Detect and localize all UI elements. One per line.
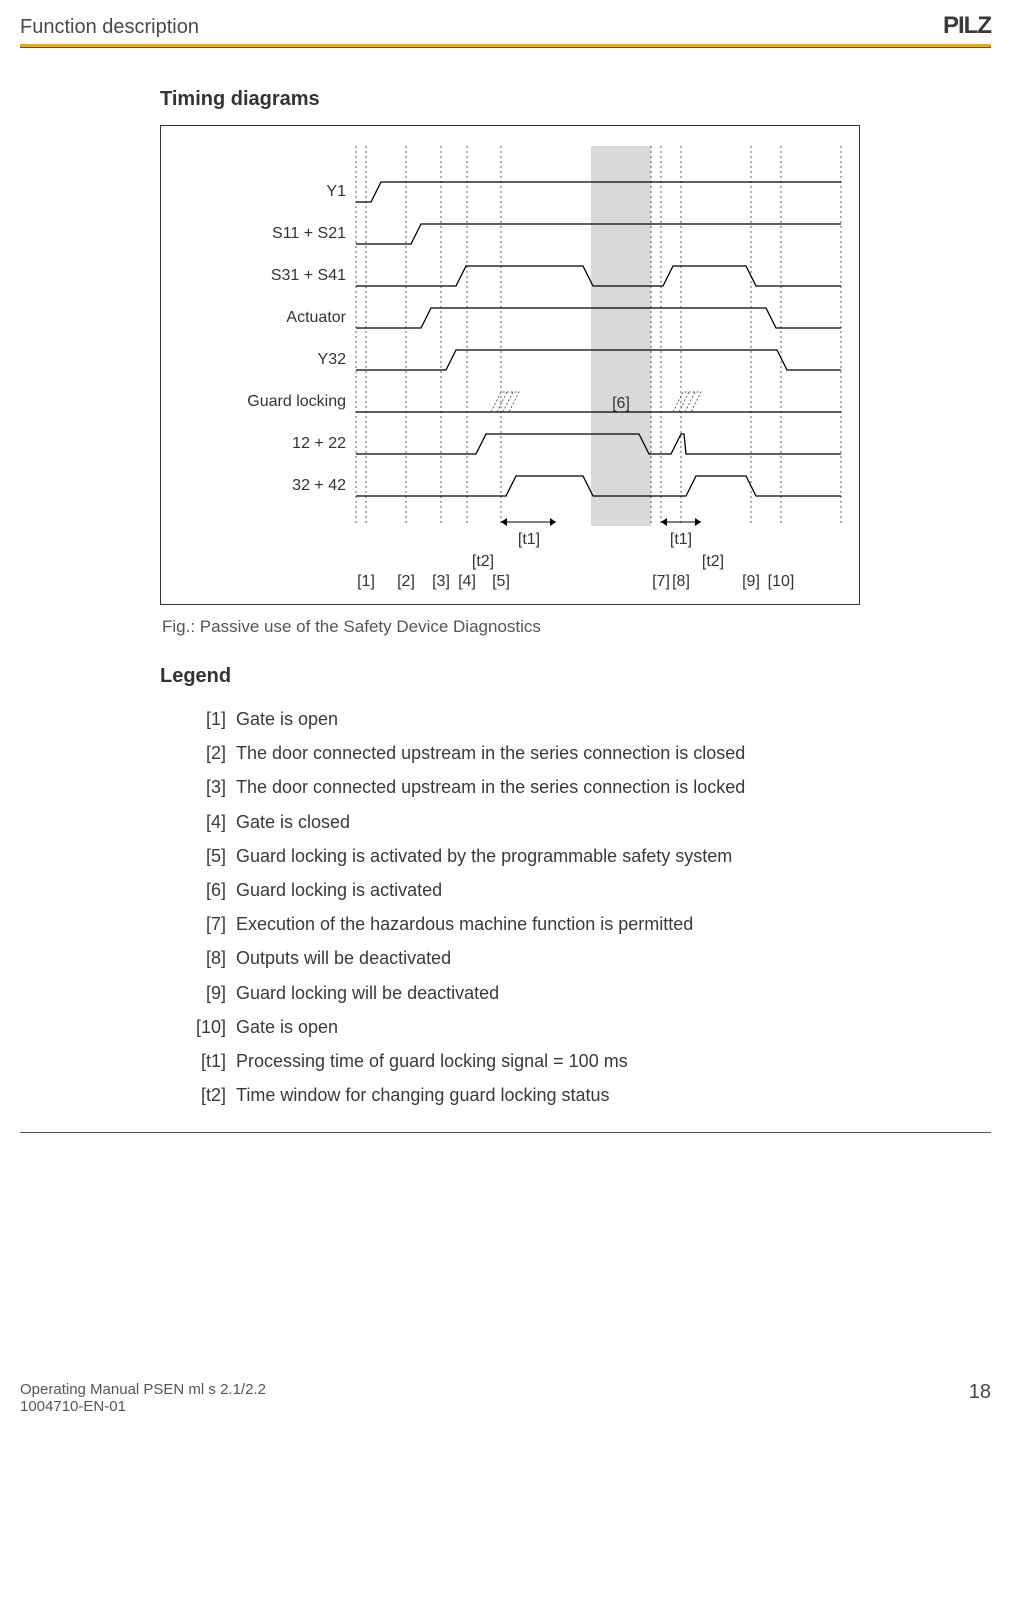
legend-key: [4] [180, 805, 226, 839]
legend-key: [7] [180, 907, 226, 941]
svg-text:32 + 42: 32 + 42 [292, 477, 346, 494]
legend-key: [9] [180, 976, 226, 1010]
legend-key: [t2] [180, 1078, 226, 1112]
legend-text: Execution of the hazardous machine funct… [236, 907, 693, 941]
svg-text:Guard locking: Guard locking [247, 393, 346, 410]
svg-text:[10]: [10] [768, 573, 795, 590]
page-header-title: Function description [20, 16, 199, 39]
legend-key: [3] [180, 770, 226, 804]
legend-text: Gate is open [236, 1010, 338, 1044]
legend-item: [t2] Time window for changing guard locki… [180, 1078, 951, 1112]
svg-text:12 + 22: 12 + 22 [292, 435, 346, 452]
legend-text: Gate is closed [236, 805, 350, 839]
footer-doc-id: Operating Manual PSEN ml s 2.1/2.2 10047… [20, 1381, 266, 1415]
legend-item: [2] The door connected upstream in the se… [180, 736, 951, 770]
svg-text:[6]: [6] [612, 395, 630, 412]
legend-text: Outputs will be deactivated [236, 941, 451, 975]
legend-text: The door connected upstream in the serie… [236, 770, 745, 804]
legend-text: Guard locking is activated by the progra… [236, 839, 732, 873]
svg-text:[3]: [3] [432, 573, 450, 590]
timing-diagram: Y1 S11 + S21 S31 + S41 Actuator Y32 Guard loc… [160, 125, 860, 605]
svg-text:[5]: [5] [492, 573, 510, 590]
legend-item: [3] The door connected upstream in the se… [180, 770, 951, 804]
legend-item: [8] Outputs will be deactivated [180, 941, 951, 975]
legend-list: [1] Gate is open [2] The door connected ups… [180, 702, 951, 1112]
legend-item: [t1] Processing time of guard locking sig… [180, 1044, 951, 1078]
legend-key: [8] [180, 941, 226, 975]
svg-text:Y32: Y32 [318, 351, 347, 368]
brand-logo: PILZ [943, 12, 991, 40]
legend-key: [t1] [180, 1044, 226, 1078]
legend-key: [5] [180, 839, 226, 873]
svg-text:[4]: [4] [458, 573, 476, 590]
legend-key: [10] [180, 1010, 226, 1044]
legend-text: Guard locking will be deactivated [236, 976, 499, 1010]
svg-text:[t2]: [t2] [472, 553, 494, 570]
legend-text: Time window for changing guard locking s… [236, 1078, 610, 1112]
legend-title: Legend [160, 665, 951, 688]
legend-text: Processing time of guard locking signal … [236, 1044, 628, 1078]
figure-caption: Fig.: Passive use of the Safety Device D… [162, 617, 951, 637]
footer-doc-title: Operating Manual PSEN ml s 2.1/2.2 [20, 1381, 266, 1398]
svg-text:S31 + S41: S31 + S41 [271, 267, 346, 284]
svg-text:[1]: [1] [357, 573, 375, 590]
footer-divider [20, 1132, 991, 1133]
legend-item: [10] Gate is open [180, 1010, 951, 1044]
legend-item: [9] Guard locking will be deactivated [180, 976, 951, 1010]
legend-item: [6] Guard locking is activated [180, 873, 951, 907]
section-title: Timing diagrams [160, 88, 951, 111]
svg-text:S11 + S21: S11 + S21 [272, 225, 346, 242]
legend-item: [5] Guard locking is activated by the pro… [180, 839, 951, 873]
svg-text:[t1]: [t1] [670, 531, 692, 548]
svg-text:[t2]: [t2] [702, 553, 724, 570]
legend-item: [4] Gate is closed [180, 805, 951, 839]
svg-text:[2]: [2] [397, 573, 415, 590]
svg-text:Actuator: Actuator [286, 309, 346, 326]
legend-text: The door connected upstream in the serie… [236, 736, 745, 770]
legend-item: [1] Gate is open [180, 702, 951, 736]
svg-text:Y1: Y1 [326, 183, 346, 200]
svg-text:[9]: [9] [742, 573, 760, 590]
legend-key: [6] [180, 873, 226, 907]
legend-text: Gate is open [236, 702, 338, 736]
svg-text:[8]: [8] [672, 573, 690, 590]
footer-doc-number: 1004710-EN-01 [20, 1398, 266, 1415]
legend-key: [2] [180, 736, 226, 770]
page-number: 18 [969, 1381, 991, 1415]
legend-text: Guard locking is activated [236, 873, 442, 907]
legend-item: [7] Execution of the hazardous machine fu… [180, 907, 951, 941]
legend-key: [1] [180, 702, 226, 736]
svg-text:[t1]: [t1] [518, 531, 540, 548]
svg-text:[7]: [7] [652, 573, 670, 590]
